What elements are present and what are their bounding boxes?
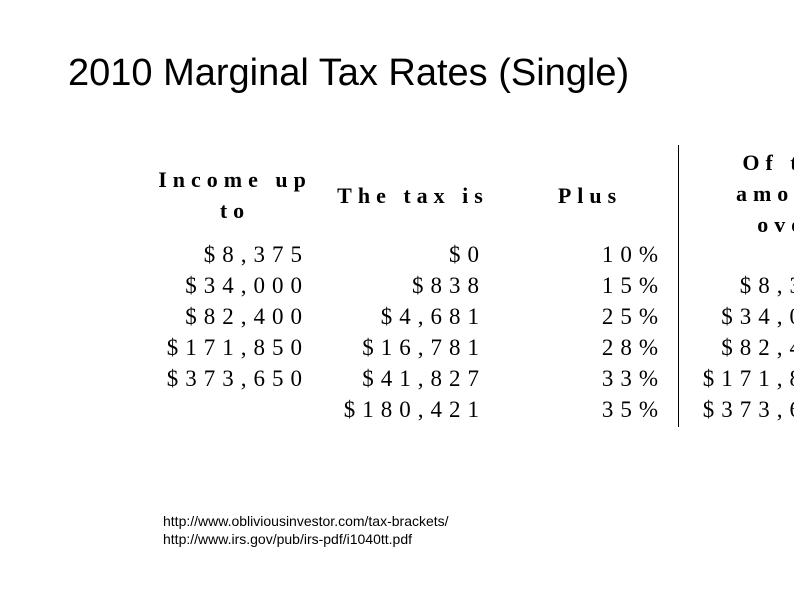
table-cell: $34,000 — [185, 273, 309, 298]
table-cell: $34,000 — [721, 304, 794, 329]
table-cell: $373,650 — [702, 397, 794, 422]
table-cell: $16,781 — [362, 335, 486, 360]
column-header: Income up to — [158, 167, 312, 223]
table-cell: $82,400 — [185, 304, 309, 329]
table-cell: 33% — [601, 366, 665, 391]
column-divider — [678, 145, 679, 427]
table-cell: $8,375 — [739, 273, 794, 298]
table-cell: $373,650 — [166, 366, 309, 391]
table-cell: $41,827 — [362, 366, 486, 391]
column-header: Of the amount over — [735, 150, 794, 237]
source-link: http://www.obliviousinvestor.com/tax-bra… — [163, 513, 449, 529]
table-cell: $171,850 — [702, 366, 794, 391]
source-link: http://www.irs.gov/pub/irs-pdf/i1040tt.p… — [163, 531, 413, 547]
table-cell: $180,421 — [343, 397, 486, 422]
column-header: Plus — [557, 183, 623, 208]
table-cell: 25% — [601, 304, 665, 329]
table-cell: 28% — [601, 335, 665, 360]
table-cell: $838 — [412, 273, 486, 298]
table-cell: $8,375 — [203, 242, 309, 267]
table-cell: 35% — [601, 397, 665, 422]
table-cell: $82,400 — [721, 335, 794, 360]
table-cell: $4,681 — [380, 304, 486, 329]
table-cell: 10% — [601, 242, 665, 267]
column-header: The tax is — [337, 183, 489, 208]
table-cell: 15% — [601, 273, 665, 298]
table-cell: $0 — [449, 242, 486, 267]
table-cell: $171,850 — [166, 335, 309, 360]
slide-title: 2010 Marginal Tax Rates (Single) — [68, 52, 630, 94]
table-cell: $0 — [605, 239, 794, 270]
